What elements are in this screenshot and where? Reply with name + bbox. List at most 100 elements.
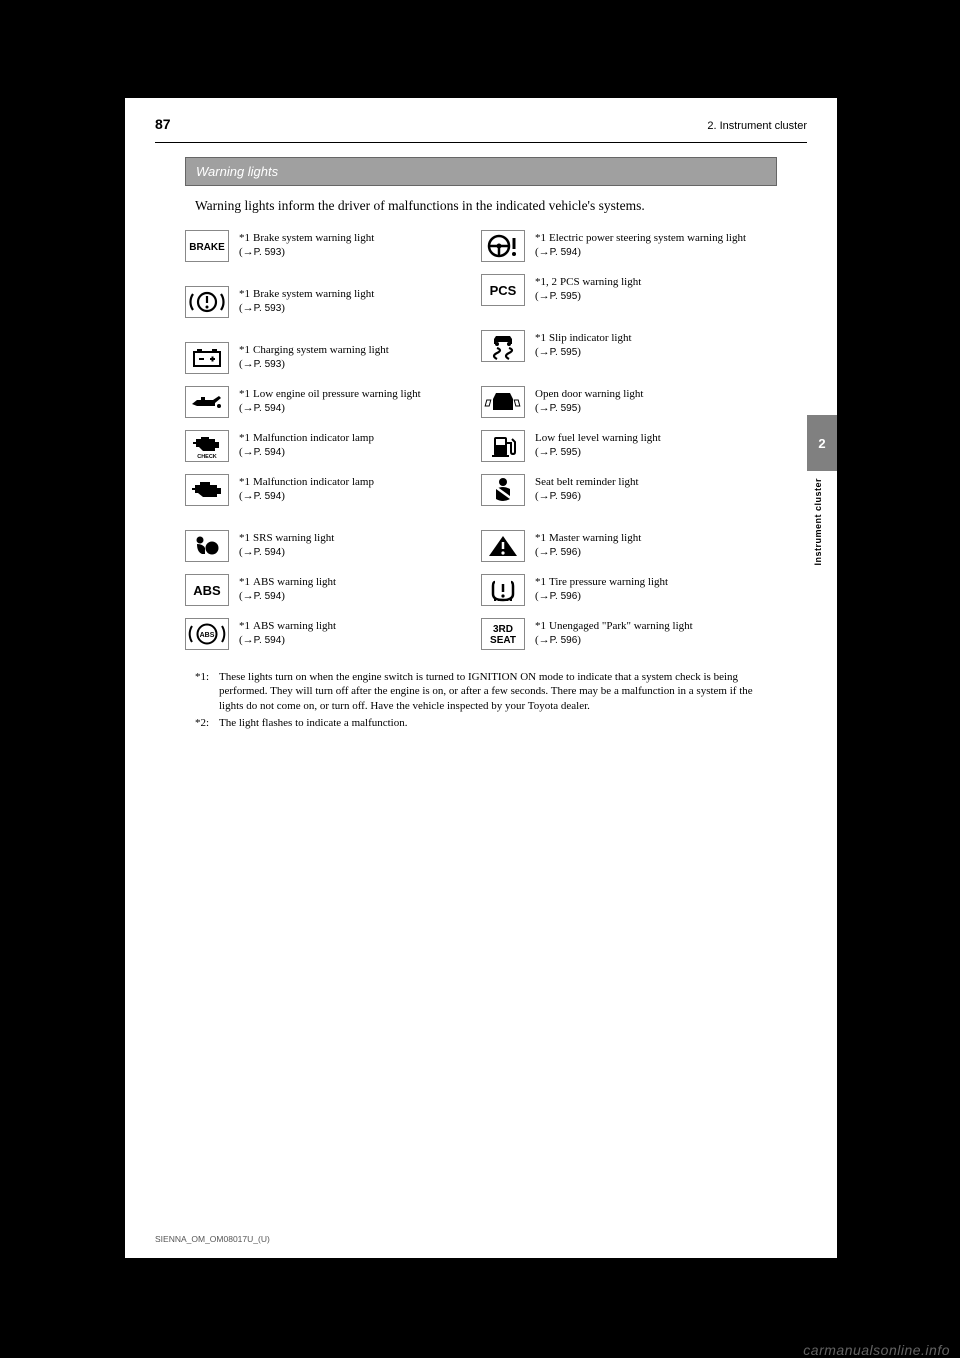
warning-label: Electric power steering system warning l… [549, 232, 746, 246]
page-ref: (→P. 595) [535, 346, 632, 360]
page-ref: (→P. 595) [535, 446, 661, 460]
warning-label: ABS warning light [253, 620, 336, 634]
page-footer: SIENNA_OM_OM08017U_(U) [155, 1234, 807, 1244]
warning-label: Low fuel level warning light [535, 432, 661, 446]
page-ref: (→P. 594) [239, 634, 336, 648]
warning-light-row: Seat belt reminder light(→P. 596) [481, 474, 777, 506]
check-engine-icon: CHECK [185, 430, 229, 462]
footnote-marker: *1: [195, 670, 213, 715]
section-title-bar: Warning lights [185, 157, 777, 186]
warning-light-desc: *1Unengaged "Park" warning light(→P. 596… [535, 618, 693, 650]
page-ref: (→P. 593) [239, 358, 389, 372]
svg-text:ABS: ABS [193, 583, 221, 598]
warning-label: Malfunction indicator lamp [253, 476, 374, 490]
engine-icon [185, 474, 229, 506]
manual-page: 87 2. Instrument cluster Warning lights … [125, 98, 837, 1258]
right-column: *1Electric power steering system warning… [481, 230, 777, 662]
warning-light-row: *1Master warning light(→P. 596) [481, 530, 777, 562]
page-ref: (→P. 595) [535, 290, 641, 304]
warning-light-desc: *1Malfunction indicator lamp(→P. 594) [239, 474, 374, 506]
warning-light-desc: *1Malfunction indicator lamp(→P. 594) [239, 430, 374, 462]
door-open-icon [481, 386, 525, 418]
third-seat-icon: 3RDSEAT [481, 618, 525, 650]
page-ref: (→P. 596) [535, 634, 693, 648]
warning-label: ABS warning light [253, 576, 336, 590]
warning-light-desc: Low fuel level warning light(→P. 595) [535, 430, 661, 462]
warning-light-row: *1Malfunction indicator lamp(→P. 594) [185, 474, 481, 506]
footnote-marker: *1 [535, 576, 546, 590]
warning-light-row: PCS *1, 2PCS warning light(→P. 595) [481, 274, 777, 306]
warning-label: Low engine oil pressure warning light [253, 388, 421, 402]
warning-label: Tire pressure warning light [549, 576, 668, 590]
watermark: carmanualsonline.info [803, 1342, 950, 1358]
footnote-marker: *1 [239, 388, 250, 402]
slip-icon [481, 330, 525, 362]
warning-light-desc: *1, 2PCS warning light(→P. 595) [535, 274, 641, 306]
warning-light-desc: *1Tire pressure warning light(→P. 596) [535, 574, 668, 606]
warning-light-row: *1Low engine oil pressure warning light(… [185, 386, 481, 418]
page-ref: (→P. 596) [535, 490, 639, 504]
master-warning-icon [481, 530, 525, 562]
brake-circle-icon [185, 286, 229, 318]
warning-light-row: BRAKE *1Brake system warning light(→P. 59… [185, 230, 481, 262]
footnote-marker: *1, 2 [535, 276, 557, 290]
page-ref: (→P. 596) [535, 590, 668, 604]
warning-light-row: Open door warning light(→P. 595) [481, 386, 777, 418]
page-ref: (→P. 594) [239, 590, 336, 604]
warning-light-desc: *1ABS warning light(→P. 594) [239, 618, 336, 650]
warning-light-row: CHECK *1Malfunction indicator lamp(→P. 59… [185, 430, 481, 462]
abs-circle-icon: ABS [185, 618, 229, 650]
warning-light-desc: Seat belt reminder light(→P. 596) [535, 474, 639, 506]
footnote-marker: *1 [239, 432, 250, 446]
warning-light-row: ABS *1ABS warning light(→P. 594) [185, 574, 481, 606]
header-rule [155, 142, 807, 143]
page-ref: (→P. 594) [239, 402, 421, 416]
airbag-icon [185, 530, 229, 562]
warning-light-desc: *1Low engine oil pressure warning light(… [239, 386, 421, 418]
warning-light-row: *1Electric power steering system warning… [481, 230, 777, 262]
page-ref: (→P. 594) [239, 446, 374, 460]
warning-light-desc: Open door warning light(→P. 595) [535, 386, 643, 418]
chapter-tab: 2 [807, 415, 837, 471]
svg-text:PCS: PCS [490, 283, 517, 298]
header-section: 2. Instrument cluster [707, 120, 807, 132]
abs-icon: ABS [185, 574, 229, 606]
footnote-marker: *2: [195, 716, 213, 731]
oil-icon [185, 386, 229, 418]
svg-text:ABS: ABS [200, 632, 215, 639]
warning-label: Unengaged "Park" warning light [549, 620, 693, 634]
brake-icon: BRAKE [185, 230, 229, 262]
pcs-icon: PCS [481, 274, 525, 306]
page-ref: (→P. 594) [239, 490, 374, 504]
page-ref: (→P. 595) [535, 402, 643, 416]
warning-light-desc: *1Master warning light(→P. 596) [535, 530, 641, 562]
footnote-marker: *1 [239, 344, 250, 358]
warning-label: Seat belt reminder light [535, 476, 639, 490]
chapter-tab-label: Instrument cluster [813, 478, 831, 566]
page-ref: (→P. 593) [239, 246, 374, 260]
footnote-marker: *1 [239, 576, 250, 590]
svg-text:BRAKE: BRAKE [189, 242, 225, 253]
warning-light-desc: *1ABS warning light(→P. 594) [239, 574, 336, 606]
left-column: BRAKE*1Brake system warning light(→P. 59… [185, 230, 481, 662]
footnote-marker: *1 [535, 532, 546, 546]
warning-light-desc: *1Brake system warning light(→P. 593) [239, 230, 374, 262]
fuel-icon [481, 430, 525, 462]
columns: BRAKE*1Brake system warning light(→P. 59… [185, 230, 777, 662]
warning-label: Open door warning light [535, 388, 643, 402]
footnote-marker: *1 [535, 232, 546, 246]
warning-light-desc: *1Slip indicator light(→P. 595) [535, 330, 632, 362]
seatbelt-icon [481, 474, 525, 506]
page-ref: (→P. 593) [239, 302, 374, 316]
warning-light-row: ABS *1ABS warning light(→P. 594) [185, 618, 481, 650]
warning-light-desc: *1Electric power steering system warning… [535, 230, 746, 262]
warning-light-desc: *1Charging system warning light(→P. 593) [239, 342, 389, 374]
page-ref: (→P. 594) [239, 546, 334, 560]
page-header: 87 2. Instrument cluster [125, 98, 837, 142]
svg-text:3RD: 3RD [493, 624, 513, 635]
footnotes: *1:These lights turn on when the engine … [195, 670, 767, 731]
footnote-marker: *1 [239, 620, 250, 634]
warning-label: Brake system warning light [253, 288, 374, 302]
tire-pressure-icon [481, 574, 525, 606]
footnote-marker: *1 [239, 532, 250, 546]
